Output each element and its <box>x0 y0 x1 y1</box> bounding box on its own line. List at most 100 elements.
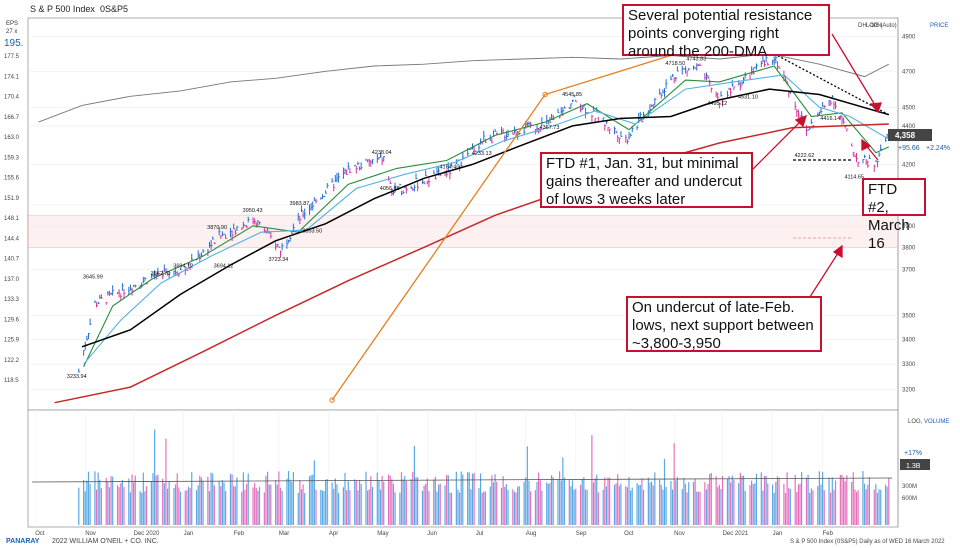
price-badge: 4,358 <box>895 131 916 140</box>
callout-resistance: Several potential resistance points conv… <box>622 4 830 60</box>
vol-pct: +17% <box>904 450 922 457</box>
eps-value: 195. <box>4 38 23 49</box>
price-label: 4222.62 <box>794 153 814 159</box>
price-tick-label: 4400 <box>902 124 916 130</box>
price-label: 3870.90 <box>207 225 227 231</box>
support-band <box>27 214 899 248</box>
change-pct: +2.24% <box>926 145 950 152</box>
ma10-line <box>83 65 890 367</box>
callout-ftd2: FTD #2, March 16 <box>862 178 926 252</box>
eps-tick-label: 129.6 <box>4 317 20 323</box>
month-label: Dec 2020 <box>134 531 160 537</box>
price-label: 4238.04 <box>372 150 392 156</box>
price-label: 3694.12 <box>173 264 193 270</box>
price-label: 4495.12 <box>707 101 727 107</box>
month-label: Feb <box>823 531 834 537</box>
price-label: 3662.71 <box>151 271 171 277</box>
eps-axis: 177.5 174.1 170.4 166.7 163.0 159.3 155.6 151.9… <box>4 54 20 384</box>
price-tick-label: 3400 <box>902 337 916 343</box>
price-label: 4531.10 <box>738 95 758 101</box>
vol-badge: 1.3B <box>906 463 921 470</box>
vol-log-label: LOG, <box>908 419 923 425</box>
month-label: Dec 2021 <box>723 531 749 537</box>
month-label: Oct <box>35 531 45 537</box>
price-label: 3853.50 <box>302 229 322 235</box>
month-label: Feb <box>234 531 245 537</box>
month-label: Jan <box>184 531 194 537</box>
month-label: Nov <box>674 531 685 537</box>
price-label: 3723.34 <box>268 257 288 263</box>
price-label: 3983.87 <box>289 201 309 207</box>
vol-tick-600m: 600M <box>902 496 917 502</box>
month-label: Oct <box>624 531 634 537</box>
eps-tick-label: 133.3 <box>4 297 20 303</box>
arrow-resistance <box>831 33 879 111</box>
date-axis: Oct Nov Dec 2020 Jan Feb Mar Apr May Jun Jul Aug Se… <box>35 531 833 537</box>
eps-tick-label: 148.1 <box>4 216 20 222</box>
price-label: 4114.65 <box>845 174 864 180</box>
callout-support: On undercut of late-Feb. lows, next supp… <box>626 296 822 352</box>
month-label: Apr <box>329 531 338 537</box>
eps-tick-label: 144.4 <box>4 236 20 242</box>
footer-brand: PANARAY <box>6 538 40 545</box>
header-tag-price: PRICE <box>930 23 948 29</box>
price-tick-label: 3800 <box>902 245 916 251</box>
price-badge-bg <box>888 129 932 141</box>
eps-tick-label: 118.5 <box>4 378 19 384</box>
eps-tick-label: 166.7 <box>4 115 20 121</box>
arrow-ftd1 <box>751 117 805 171</box>
eps-tick-label: 140.7 <box>4 257 20 263</box>
price-label: 4233.13 <box>472 151 492 157</box>
vol-tick-300m: 300M <box>902 484 917 490</box>
footer-right: S & P 500 Index (0S&P5) Daily as of WED … <box>790 539 945 545</box>
price-tick-label: 3200 <box>902 388 916 394</box>
month-label: Jul <box>476 531 484 537</box>
volume-bars <box>31 429 893 525</box>
price-tick-label: 3300 <box>902 362 916 368</box>
chart-title: S & P 500 Index <box>30 4 95 14</box>
price-label: 4164.40 <box>440 164 460 170</box>
month-label: Aug <box>526 531 537 537</box>
volume-average-line <box>31 477 893 483</box>
arrow-resistance-head <box>869 102 882 114</box>
resistance-line <box>773 53 890 116</box>
month-label: Sep <box>576 531 587 537</box>
eps-tick-label: 159.3 <box>4 155 20 161</box>
trend-point <box>542 91 548 98</box>
price-tick-label: 4900 <box>902 35 916 41</box>
price-tick-label: 3900 <box>902 224 916 230</box>
price-label: 4367.73 <box>540 125 560 131</box>
ma50-line <box>81 88 890 348</box>
price-label: 4056.88 <box>380 186 400 192</box>
arrow-support-head <box>832 244 843 259</box>
chart-symbol: 0S&P5 <box>100 4 128 14</box>
eps-sub: 27 x <box>6 29 17 35</box>
price-tick-label: 4200 <box>902 162 916 168</box>
eps-tick-label: 151.9 <box>4 196 20 202</box>
price-label: 4416.14 <box>820 116 840 122</box>
price-label: 3233.94 <box>67 374 87 380</box>
eps-tick-label: 137.0 <box>4 277 20 283</box>
eps-tick-label: 122.2 <box>4 358 20 364</box>
price-tick-label: 3500 <box>902 313 916 319</box>
eps-tick-label: 125.9 <box>4 338 20 344</box>
vol-volume-label: VOLUME <box>924 419 949 425</box>
month-label: Mar <box>279 531 289 537</box>
price-label: 3950.43 <box>243 208 263 214</box>
arrow-support <box>807 249 841 301</box>
month-label: May <box>377 531 388 537</box>
price-label: 3645.99 <box>83 275 103 281</box>
trend-point <box>329 397 335 403</box>
arrows <box>751 33 882 301</box>
month-label: Jun <box>427 531 437 537</box>
eps-label: EPS <box>6 21 18 27</box>
price-tick-label: 4500 <box>902 105 916 111</box>
eps-tick-label: 174.1 <box>4 74 20 80</box>
ma200-line <box>54 123 889 404</box>
change-value: +95.66 <box>898 145 920 152</box>
month-label: Jan <box>773 531 783 537</box>
price-label: 3694.12 <box>214 264 234 270</box>
callout-ftd1: FTD #1, Jan. 31, but minimal gains there… <box>540 152 753 208</box>
